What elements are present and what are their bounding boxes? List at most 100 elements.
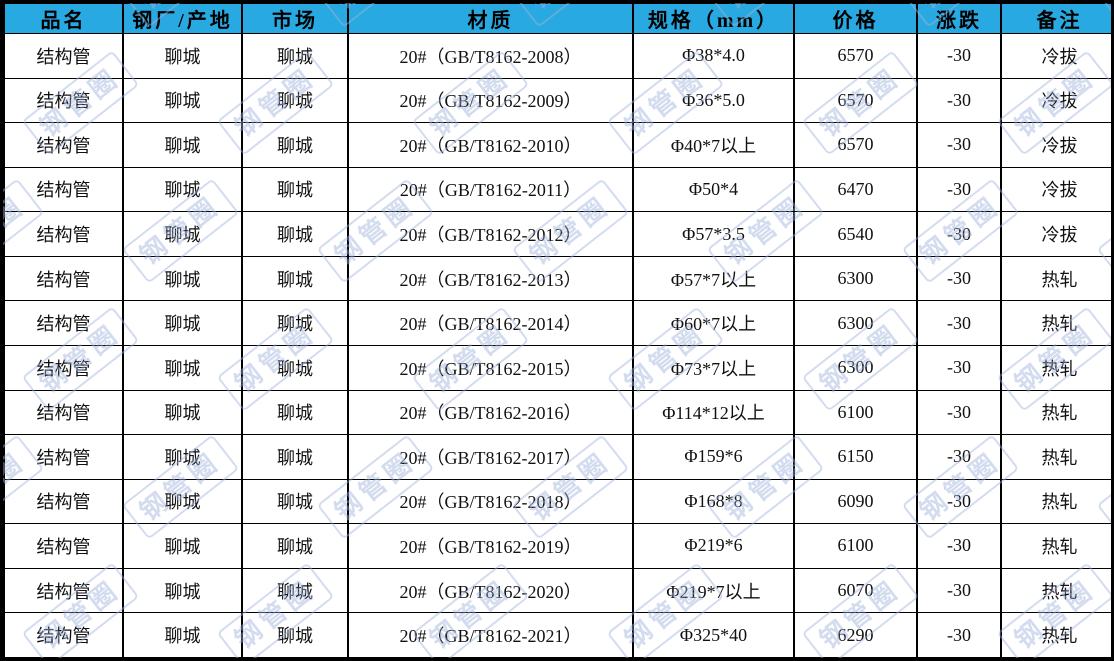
cell-price: 6300 xyxy=(793,255,918,302)
cell-mill-origin: 聊城 xyxy=(122,389,243,436)
cell-material: 20#（GB/T8162-2010） xyxy=(347,122,634,168)
cell-product-name: 结构管 xyxy=(3,166,124,213)
cell-change: -30 xyxy=(916,300,1002,346)
cell-note: 冷拔 xyxy=(1000,77,1111,124)
cell-change: -30 xyxy=(916,612,1002,658)
cell-market: 聊城 xyxy=(241,122,349,168)
cell-change: -30 xyxy=(916,389,1002,436)
cell-spec: Φ57*3.5 xyxy=(632,211,795,257)
header-product-name: 品名 xyxy=(3,3,124,34)
table-row: 结构管 聊城 聊城 20#（GB/T8162-2011） Φ50*4 6470 -30 冷拔 xyxy=(3,166,1111,213)
cell-mill-origin: 聊城 xyxy=(122,211,243,257)
cell-price: 6540 xyxy=(793,211,918,257)
cell-price: 6150 xyxy=(793,434,918,480)
table-row: 结构管 聊城 聊城 20#（GB/T8162-2014） Φ60*7以上 6300 -30 热… xyxy=(3,300,1111,346)
cell-mill-origin: 聊城 xyxy=(122,77,243,124)
header-change: 涨跌 xyxy=(916,3,1002,34)
cell-price: 6070 xyxy=(793,567,918,614)
cell-note: 热轧 xyxy=(1000,300,1111,346)
cell-material: 20#（GB/T8162-2020） xyxy=(347,567,634,614)
cell-market: 聊城 xyxy=(241,77,349,124)
table-row: 结构管 聊城 聊城 20#（GB/T8162-2015） Φ73*7以上 6300 -30 热… xyxy=(3,344,1111,391)
cell-change: -30 xyxy=(916,166,1002,213)
cell-note: 热轧 xyxy=(1000,389,1111,436)
table-row: 结构管 聊城 聊城 20#（GB/T8162-2010） Φ40*7以上 6570 -30 冷… xyxy=(3,122,1111,168)
table-row: 结构管 聊城 聊城 20#（GB/T8162-2012） Φ57*3.5 6540 -30 冷… xyxy=(3,211,1111,257)
table-row: 结构管 聊城 聊城 20#（GB/T8162-2017） Φ159*6 6150 -30 热轧 xyxy=(3,434,1111,480)
cell-market: 聊城 xyxy=(241,33,349,79)
cell-mill-origin: 聊城 xyxy=(122,255,243,302)
header-row: 品名 钢厂/产地 市场 材质 规格（mm） 价格 涨跌 备注 xyxy=(3,3,1111,34)
header-price: 价格 xyxy=(793,3,918,34)
cell-product-name: 结构管 xyxy=(3,478,124,525)
cell-material: 20#（GB/T8162-2011） xyxy=(347,166,634,213)
cell-note: 热轧 xyxy=(1000,567,1111,614)
cell-spec: Φ159*6 xyxy=(632,434,795,480)
cell-price: 6300 xyxy=(793,300,918,346)
cell-spec: Φ219*7以上 xyxy=(632,567,795,614)
cell-market: 聊城 xyxy=(241,389,349,436)
cell-product-name: 结构管 xyxy=(3,567,124,614)
cell-material: 20#（GB/T8162-2015） xyxy=(347,344,634,391)
header-material: 材质 xyxy=(347,3,634,34)
cell-note: 热轧 xyxy=(1000,255,1111,302)
cell-mill-origin: 聊城 xyxy=(122,122,243,168)
cell-market: 聊城 xyxy=(241,523,349,569)
cell-market: 聊城 xyxy=(241,612,349,658)
cell-product-name: 结构管 xyxy=(3,523,124,569)
cell-price: 6300 xyxy=(793,344,918,391)
cell-spec: Φ114*12以上 xyxy=(632,389,795,436)
cell-change: -30 xyxy=(916,255,1002,302)
cell-market: 聊城 xyxy=(241,478,349,525)
table-row: 结构管 聊城 聊城 20#（GB/T8162-2008） Φ38*4.0 6570 -30 冷… xyxy=(3,33,1111,79)
table-body: 结构管 聊城 聊城 20#（GB/T8162-2008） Φ38*4.0 6570 -30 冷… xyxy=(3,33,1111,658)
cell-material: 20#（GB/T8162-2013） xyxy=(347,255,634,302)
cell-material: 20#（GB/T8162-2012） xyxy=(347,211,634,257)
cell-mill-origin: 聊城 xyxy=(122,567,243,614)
table-row: 结构管 聊城 聊城 20#（GB/T8162-2009） Φ36*5.0 6570 -30 冷… xyxy=(3,77,1111,124)
cell-mill-origin: 聊城 xyxy=(122,523,243,569)
cell-note: 热轧 xyxy=(1000,523,1111,569)
cell-market: 聊城 xyxy=(241,434,349,480)
header-market: 市场 xyxy=(241,3,349,34)
cell-price: 6470 xyxy=(793,166,918,213)
cell-spec: Φ60*7以上 xyxy=(632,300,795,346)
cell-product-name: 结构管 xyxy=(3,434,124,480)
cell-price: 6100 xyxy=(793,389,918,436)
cell-price: 6570 xyxy=(793,122,918,168)
cell-product-name: 结构管 xyxy=(3,612,124,658)
cell-note: 热轧 xyxy=(1000,612,1111,658)
cell-note: 冷拔 xyxy=(1000,122,1111,168)
cell-spec: Φ36*5.0 xyxy=(632,77,795,124)
table-row: 结构管 聊城 聊城 20#（GB/T8162-2018） Φ168*8 6090 -30 热轧 xyxy=(3,478,1111,525)
cell-price: 6100 xyxy=(793,523,918,569)
cell-market: 聊城 xyxy=(241,344,349,391)
cell-note: 热轧 xyxy=(1000,434,1111,480)
table-row: 结构管 聊城 聊城 20#（GB/T8162-2020） Φ219*7以上 6070 -30… xyxy=(3,567,1111,614)
cell-product-name: 结构管 xyxy=(3,389,124,436)
cell-mill-origin: 聊城 xyxy=(122,478,243,525)
cell-material: 20#（GB/T8162-2021） xyxy=(347,612,634,658)
cell-spec: Φ38*4.0 xyxy=(632,33,795,79)
table-row: 结构管 聊城 聊城 20#（GB/T8162-2013） Φ57*7以上 6300 -30 热… xyxy=(3,255,1111,302)
cell-change: -30 xyxy=(916,567,1002,614)
cell-product-name: 结构管 xyxy=(3,300,124,346)
cell-price: 6090 xyxy=(793,478,918,525)
cell-change: -30 xyxy=(916,77,1002,124)
cell-market: 聊城 xyxy=(241,567,349,614)
cell-note: 热轧 xyxy=(1000,478,1111,525)
cell-change: -30 xyxy=(916,33,1002,79)
cell-change: -30 xyxy=(916,211,1002,257)
cell-change: -30 xyxy=(916,434,1002,480)
price-table: 品名 钢厂/产地 市场 材质 规格（mm） 价格 涨跌 备注 结构管 聊城 聊城 20… xyxy=(3,3,1111,658)
cell-mill-origin: 聊城 xyxy=(122,612,243,658)
header-spec-mm: 规格（mm） xyxy=(632,3,795,34)
cell-market: 聊城 xyxy=(241,255,349,302)
table-row: 结构管 聊城 聊城 20#（GB/T8162-2021） Φ325*40 6290 -30 热… xyxy=(3,612,1111,658)
cell-spec: Φ50*4 xyxy=(632,166,795,213)
cell-spec: Φ325*40 xyxy=(632,612,795,658)
cell-note: 冷拔 xyxy=(1000,166,1111,213)
cell-material: 20#（GB/T8162-2008） xyxy=(347,33,634,79)
cell-material: 20#（GB/T8162-2018） xyxy=(347,478,634,525)
